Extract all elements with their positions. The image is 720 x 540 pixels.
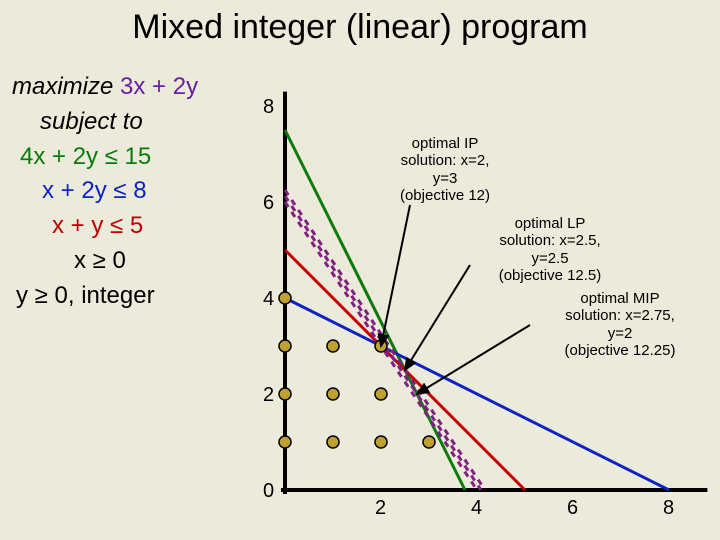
- objective-line: maximize 3x + 2y: [12, 70, 252, 105]
- chart-area: 0 2 4 6 8 2 4 6 8 optimal IPsolution: x=2,y=3(ob…: [255, 90, 715, 530]
- svg-text:8: 8: [663, 497, 674, 519]
- constraint-2: x + 2y ≤ 8: [12, 174, 252, 209]
- constraint-1: 4x + 2y ≤ 15: [12, 140, 252, 175]
- subject-to: subject to: [12, 105, 252, 140]
- constraint-3: x + y ≤ 5: [12, 209, 252, 244]
- page-title: Mixed integer (linear) program: [0, 8, 720, 47]
- annotation-lp: optimal LPsolution: x=2.5,y=2.5(objectiv…: [470, 215, 630, 284]
- svg-text:6: 6: [263, 192, 274, 214]
- svg-text:0: 0: [263, 480, 274, 502]
- annotation-mip: optimal MIPsolution: x=2.75,y=2(objectiv…: [535, 290, 705, 359]
- constraint-4: x ≥ 0: [12, 244, 252, 279]
- svg-text:2: 2: [263, 384, 274, 406]
- svg-text:4: 4: [263, 288, 274, 310]
- constraint-5: y ≥ 0, integer: [12, 279, 252, 314]
- svg-text:8: 8: [263, 96, 274, 118]
- objective-expr: 3x + 2y: [120, 73, 198, 100]
- maximize-word: maximize: [12, 73, 113, 100]
- formulation-block: maximize 3x + 2y subject to 4x + 2y ≤ 15…: [12, 70, 252, 314]
- annotation-ip: optimal IPsolution: x=2,y=3(objective 12…: [375, 135, 515, 204]
- svg-text:2: 2: [375, 497, 386, 519]
- svg-text:4: 4: [471, 497, 482, 519]
- svg-text:6: 6: [567, 497, 578, 519]
